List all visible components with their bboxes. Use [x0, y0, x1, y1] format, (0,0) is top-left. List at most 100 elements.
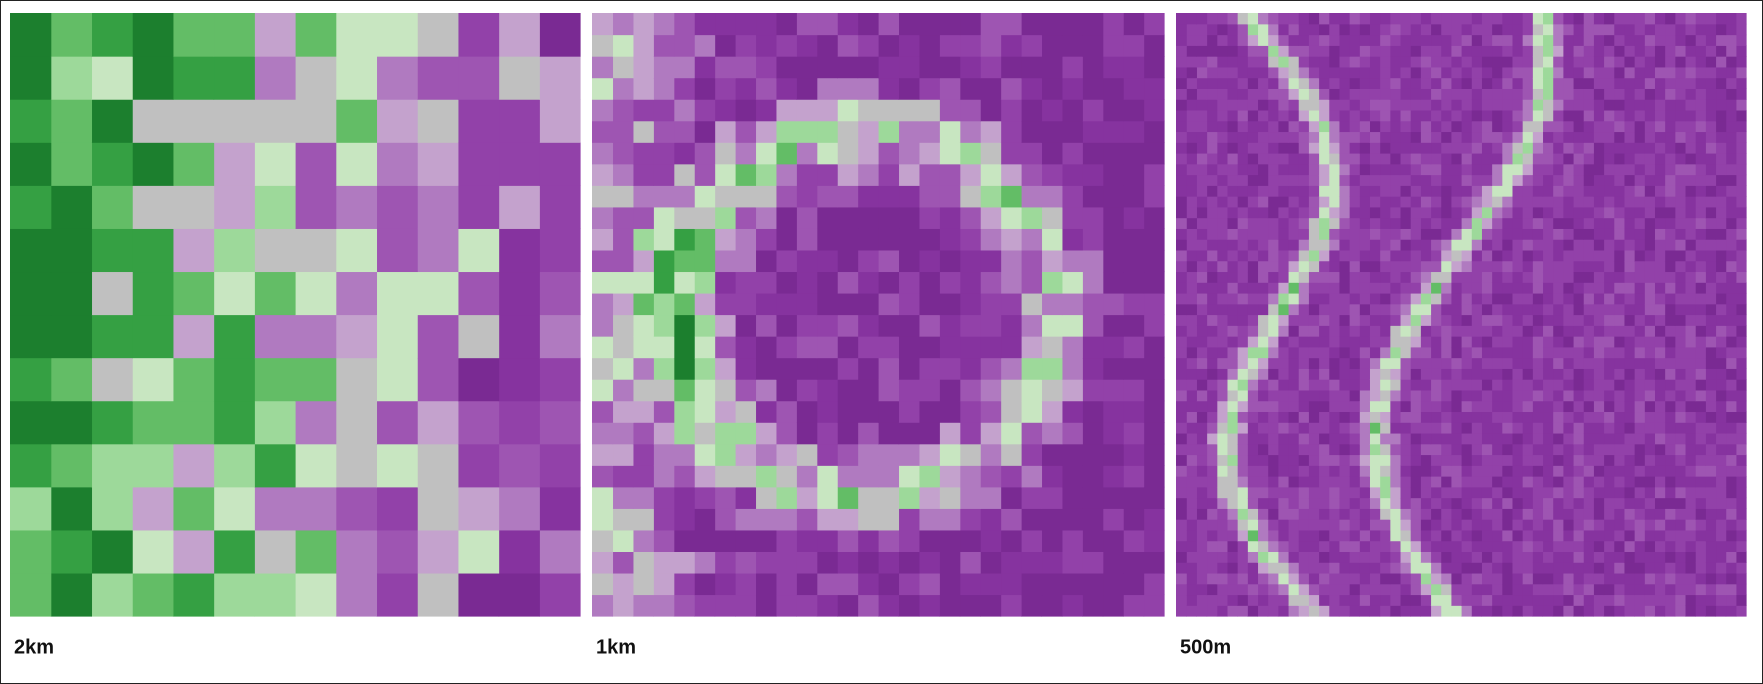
raster-cell	[1553, 218, 1564, 229]
raster-cell	[1349, 142, 1360, 153]
raster-cell	[1400, 530, 1411, 541]
raster-cell	[1288, 45, 1299, 56]
raster-cell	[539, 228, 580, 272]
raster-cell	[1441, 175, 1452, 186]
raster-cell	[735, 487, 756, 509]
raster-cell	[1553, 293, 1564, 304]
raster-cell	[1471, 347, 1482, 358]
raster-cell	[1563, 185, 1574, 196]
raster-cell	[735, 573, 756, 595]
raster-cell	[1736, 454, 1747, 465]
raster-cell	[633, 250, 654, 272]
raster-cell	[1237, 336, 1248, 347]
raster-cell	[1021, 508, 1042, 530]
raster-cell	[1319, 444, 1330, 455]
raster-cell	[1227, 336, 1238, 347]
raster-cell	[1298, 110, 1309, 121]
raster-cell	[1144, 78, 1165, 100]
raster-cell	[1217, 175, 1228, 186]
raster-cell	[1644, 142, 1655, 153]
raster-cell	[1461, 541, 1472, 552]
raster-cell	[1573, 368, 1584, 379]
raster-cell	[1624, 584, 1635, 595]
raster-cell	[1196, 487, 1207, 498]
raster-cell	[1298, 282, 1309, 293]
raster-cell	[1420, 476, 1431, 487]
raster-cell	[796, 121, 817, 143]
raster-cell	[1451, 325, 1462, 336]
raster-cell	[1542, 498, 1553, 509]
raster-cell	[1288, 594, 1299, 605]
raster-cell	[1186, 465, 1197, 476]
raster-cell	[653, 13, 674, 35]
raster-cell	[1410, 207, 1421, 218]
raster-cell	[1614, 45, 1625, 56]
raster-cell	[735, 358, 756, 380]
raster-cell	[336, 13, 377, 57]
raster-cell	[1573, 433, 1584, 444]
raster-cell	[214, 56, 255, 100]
raster-cell	[1278, 444, 1289, 455]
raster-cell	[1400, 293, 1411, 304]
raster-cell	[960, 250, 981, 272]
raster-cell	[1298, 88, 1309, 99]
raster-cell	[1227, 379, 1238, 390]
raster-cell	[1196, 476, 1207, 487]
raster-cell	[1553, 13, 1564, 24]
raster-cell	[1522, 498, 1533, 509]
raster-cell	[1430, 433, 1441, 444]
raster-cell	[1247, 433, 1258, 444]
raster-cell	[1329, 444, 1340, 455]
raster-cell	[1021, 358, 1042, 380]
raster-cell	[1481, 444, 1492, 455]
raster-cell	[919, 551, 940, 573]
raster-cell	[878, 358, 899, 380]
raster-cell	[817, 56, 838, 78]
raster-cell	[1041, 358, 1062, 380]
raster-cell	[1257, 487, 1268, 498]
raster-cell	[1329, 304, 1340, 315]
raster-cell	[499, 99, 540, 143]
raster-cell	[1369, 218, 1380, 229]
raster-cell	[1339, 56, 1350, 67]
raster-cell	[735, 401, 756, 423]
raster-cell	[1227, 282, 1238, 293]
raster-cell	[1021, 315, 1042, 337]
raster-cell	[1553, 261, 1564, 272]
raster-cell	[1705, 605, 1716, 616]
raster-cell	[1021, 401, 1042, 423]
raster-cell	[1573, 185, 1584, 196]
raster-cell	[694, 207, 715, 229]
raster-cell	[417, 358, 458, 402]
raster-cell	[1654, 551, 1665, 562]
raster-cell	[336, 185, 377, 229]
raster-cell	[91, 315, 132, 359]
raster-cell	[1278, 379, 1289, 390]
raster-cell	[1257, 379, 1268, 390]
raster-cell	[1461, 67, 1472, 78]
raster-cell	[1298, 605, 1309, 616]
raster-cell	[1257, 293, 1268, 304]
raster-cell	[1492, 368, 1503, 379]
raster-cell	[633, 185, 654, 207]
raster-cell	[1082, 487, 1103, 509]
raster-cell	[1644, 315, 1655, 326]
raster-cell	[1186, 573, 1197, 584]
raster-cell	[960, 530, 981, 552]
raster-cell	[1237, 573, 1248, 584]
raster-cell	[1390, 261, 1401, 272]
raster-cell	[1176, 35, 1187, 46]
raster-cell	[919, 594, 940, 616]
raster-cell	[1675, 433, 1686, 444]
raster-cell	[939, 508, 960, 530]
raster-cell	[796, 142, 817, 164]
raster-cell	[1400, 487, 1411, 498]
raster-cell	[1471, 153, 1482, 164]
raster-cell	[376, 56, 417, 100]
raster-cell	[898, 573, 919, 595]
raster-cell	[1502, 56, 1513, 67]
raster-cell	[1227, 261, 1238, 272]
raster-cell	[1237, 454, 1248, 465]
raster-cell	[1644, 78, 1655, 89]
raster-cell	[1644, 56, 1655, 67]
